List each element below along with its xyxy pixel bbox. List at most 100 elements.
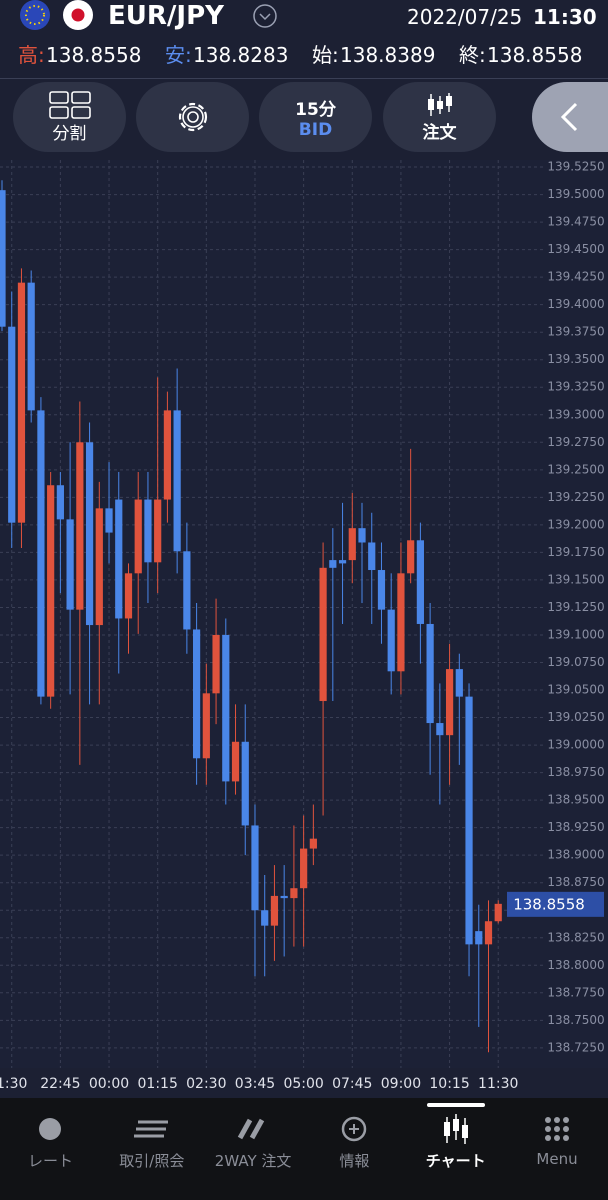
x-tick-label: 00:00 bbox=[89, 1076, 129, 1092]
interval-label: 15分 bbox=[295, 99, 336, 120]
split-icon bbox=[48, 90, 91, 119]
tab[interactable]: チャート bbox=[405, 1100, 506, 1200]
candle-body bbox=[280, 895, 288, 899]
y-tick-label: 139.2750 bbox=[547, 435, 604, 449]
y-tick-label: 139.1000 bbox=[547, 627, 604, 641]
candle-body bbox=[222, 634, 230, 782]
quote-value: 138.8389 bbox=[340, 43, 436, 67]
candle-body bbox=[0, 190, 6, 327]
y-tick-label: 139.4000 bbox=[547, 297, 604, 311]
tab[interactable]: レート bbox=[0, 1100, 101, 1200]
candle-body bbox=[436, 723, 444, 736]
y-tick-label: 138.9250 bbox=[547, 820, 604, 834]
y-tick-label: 138.7250 bbox=[547, 1040, 604, 1054]
candle-body bbox=[66, 519, 74, 610]
y-tick-label: 139.4750 bbox=[547, 215, 604, 229]
candle-body bbox=[241, 741, 249, 826]
candle-body bbox=[319, 567, 327, 702]
tab-label: 情報 bbox=[339, 1152, 370, 1170]
order-label: 注文 bbox=[422, 122, 457, 143]
candle-body bbox=[144, 499, 152, 563]
candle-body bbox=[163, 410, 172, 500]
split-button[interactable]: 分割 bbox=[13, 82, 126, 152]
currency-flags bbox=[20, 0, 93, 30]
tab-label: 取引/照会 bbox=[119, 1152, 185, 1170]
tab[interactable]: 2WAY 注文 bbox=[203, 1100, 304, 1200]
candle-body bbox=[270, 895, 279, 926]
y-tick-label: 139.3750 bbox=[547, 325, 604, 339]
order-icon bbox=[427, 92, 452, 116]
tab[interactable]: 情報 bbox=[304, 1100, 405, 1200]
tab-label: レート bbox=[27, 1152, 73, 1170]
candle-body bbox=[494, 903, 502, 922]
candle-body bbox=[416, 540, 424, 624]
quote-label: 高: bbox=[18, 43, 45, 67]
candle-body bbox=[231, 741, 240, 782]
y-tick-label: 139.0250 bbox=[547, 710, 604, 724]
tab-label: Menu bbox=[536, 1150, 578, 1168]
gear-icon bbox=[178, 102, 207, 132]
candle-body bbox=[193, 629, 201, 759]
x-tick-label: 11:30 bbox=[478, 1076, 518, 1092]
back-button[interactable] bbox=[532, 82, 608, 152]
y-tick-label: 139.0000 bbox=[547, 738, 604, 752]
candle-body bbox=[397, 573, 405, 672]
candle-body bbox=[358, 528, 366, 543]
candle-body bbox=[8, 326, 16, 523]
interval-button[interactable]: 15分 BID bbox=[259, 82, 372, 152]
split-label: 分割 bbox=[52, 123, 87, 144]
y-tick-label: 138.9500 bbox=[547, 793, 604, 807]
candle-body bbox=[377, 570, 386, 610]
candle-body bbox=[387, 609, 395, 672]
y-tick-label: 139.3500 bbox=[547, 352, 604, 366]
candle-body bbox=[134, 499, 142, 574]
y-tick-label: 138.8000 bbox=[547, 958, 604, 972]
candle-body bbox=[261, 910, 269, 926]
x-tick-label: 10:15 bbox=[429, 1076, 469, 1092]
candle-body bbox=[56, 485, 64, 520]
currency-pair[interactable]: EUR/JPY bbox=[108, 1, 224, 31]
tab-icons bbox=[39, 1103, 569, 1144]
candle-body bbox=[154, 499, 162, 563]
date: 2022/07/25 bbox=[407, 5, 523, 29]
candle-body bbox=[95, 508, 103, 626]
y-tick-label: 139.4250 bbox=[547, 270, 604, 284]
candle-body bbox=[300, 848, 308, 889]
quote-label: 終: bbox=[459, 43, 486, 67]
tab[interactable]: Menu bbox=[507, 1100, 608, 1200]
candle-body bbox=[338, 560, 347, 564]
y-tick-label: 138.7500 bbox=[547, 1013, 604, 1027]
candle-body bbox=[47, 485, 55, 697]
candle-body bbox=[329, 560, 337, 568]
order-button[interactable]: 注文 bbox=[383, 82, 496, 152]
y-tick-label: 139.2000 bbox=[547, 517, 604, 531]
x-tick-label: 09:00 bbox=[381, 1076, 421, 1092]
candle-body bbox=[17, 282, 26, 523]
current-price-label: 138.8558 bbox=[513, 895, 585, 913]
y-tick-label: 138.9000 bbox=[547, 848, 604, 862]
candle-body bbox=[475, 931, 483, 945]
y-tick-label: 138.8750 bbox=[547, 875, 604, 889]
back-icon bbox=[560, 102, 578, 132]
quote-label: 安: bbox=[165, 43, 192, 67]
settings-button[interactable] bbox=[136, 82, 249, 152]
tab-label: チャート bbox=[425, 1152, 486, 1170]
x-tick-label: 05:00 bbox=[283, 1076, 323, 1092]
y-tick-label: 139.3000 bbox=[547, 407, 604, 421]
candle-body bbox=[76, 442, 84, 610]
quote-value: 138.8558 bbox=[46, 43, 142, 67]
pair-dropdown[interactable] bbox=[252, 3, 278, 29]
y-tick-label: 139.3250 bbox=[547, 380, 604, 394]
y-tick-label: 139.1500 bbox=[547, 572, 604, 586]
candle-body bbox=[348, 528, 356, 561]
candle-body bbox=[105, 508, 113, 533]
y-tick-label: 139.1750 bbox=[547, 545, 604, 559]
candle-body bbox=[426, 623, 434, 724]
tab[interactable]: 取引/照会 bbox=[101, 1100, 202, 1200]
x-tick-label: 01:15 bbox=[138, 1076, 178, 1092]
y-tick-label: 139.2250 bbox=[547, 490, 604, 504]
time: 11:30 bbox=[533, 5, 597, 29]
y-tick-label: 139.5000 bbox=[547, 187, 604, 201]
